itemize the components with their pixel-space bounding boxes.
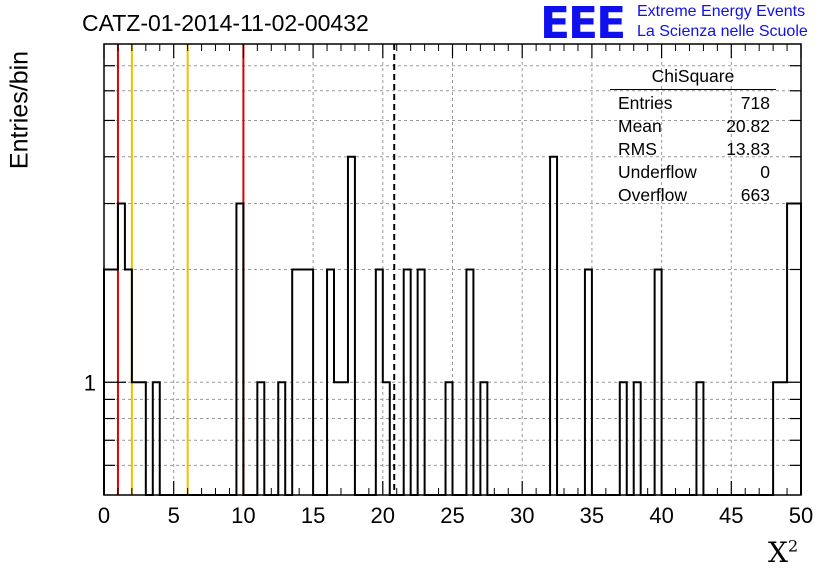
histogram-bin: [480, 382, 487, 495]
histogram-bin: [696, 382, 703, 495]
histogram-bin: [418, 270, 425, 496]
stats-row-underflow: Underflow 0: [610, 161, 780, 184]
histogram-bin: [306, 270, 313, 496]
histogram-bin: [153, 382, 160, 495]
histogram-bin: [292, 270, 299, 496]
x-tick-label: 25: [440, 503, 464, 528]
histogram-bin: [787, 204, 794, 495]
x-axis-label-superscript: 2: [787, 536, 799, 556]
stats-label: Underflow: [618, 162, 697, 182]
x-tick-label: 5: [168, 503, 180, 528]
histogram-bin: [550, 157, 557, 495]
x-tick-label: 0: [98, 503, 110, 528]
stats-value: 13.83: [726, 139, 770, 159]
stats-row-mean: Mean 20.82: [610, 115, 780, 138]
histogram-bin: [780, 382, 787, 495]
stats-value: 0: [760, 162, 770, 182]
stats-row-entries: Entries 718: [610, 92, 780, 115]
histogram-bin: [383, 382, 390, 495]
histogram-bin: [236, 204, 243, 495]
histogram-bin: [341, 382, 348, 495]
histogram-bin: [446, 382, 453, 495]
stats-label: RMS: [618, 139, 657, 159]
stats-label: Overflow: [618, 185, 688, 205]
histogram-bin: [585, 270, 592, 496]
logo-line-1: Extreme Energy Events: [637, 3, 806, 20]
histogram-bin: [348, 157, 355, 495]
x-axis-label: X2: [768, 536, 798, 569]
axes: 0 5 10 15 20 25 30 35 40 45 50 1: [84, 43, 813, 528]
histogram-bin: [327, 270, 334, 496]
x-tick-label: 45: [719, 503, 743, 528]
histogram-bin: [794, 204, 801, 495]
stats-title: ChiSquare: [610, 66, 776, 90]
x-tick-label: 35: [580, 503, 604, 528]
histogram-bin: [278, 382, 285, 495]
x-tick-label: 15: [301, 503, 325, 528]
histogram-bin: [257, 382, 264, 495]
histogram-bin: [139, 382, 146, 495]
histogram-bin: [299, 270, 306, 496]
stats-row-rms: RMS 13.83: [610, 138, 780, 161]
histogram-bin: [620, 382, 627, 495]
histogram-bin: [634, 382, 641, 495]
stats-value: 718: [740, 93, 770, 113]
logo-line-2: La Scienza nelle Scuole: [637, 23, 808, 40]
histogram-bin: [773, 382, 780, 495]
y-tick-label: 1: [84, 370, 96, 395]
histogram-bin: [655, 270, 662, 496]
stats-value: 663: [740, 185, 770, 205]
histogram-bin: [334, 382, 341, 495]
x-tick-label: 40: [649, 503, 673, 528]
histogram-bin: [376, 270, 383, 496]
eee-logo: EEE: [540, 0, 626, 49]
stats-label: Mean: [618, 116, 662, 136]
x-tick-label: 30: [510, 503, 534, 528]
chart-title: CATZ-01-2014-11-02-00432: [82, 10, 369, 36]
stats-box: ChiSquare Entries 718 Mean 20.82 RMS 13.…: [610, 66, 780, 207]
stats-label: Entries: [618, 93, 673, 113]
x-tick-label: 10: [231, 503, 255, 528]
histogram-bin: [404, 270, 411, 496]
x-axis-label-text: X: [768, 536, 788, 569]
histogram-bin: [466, 270, 473, 496]
stats-value: 20.82: [726, 116, 770, 136]
histogram-bin: [118, 204, 125, 495]
x-tick-label: 20: [371, 503, 395, 528]
x-tick-label: 50: [789, 503, 813, 528]
histogram-bin: [132, 382, 139, 495]
stats-row-overflow: Overflow 663: [610, 184, 780, 207]
